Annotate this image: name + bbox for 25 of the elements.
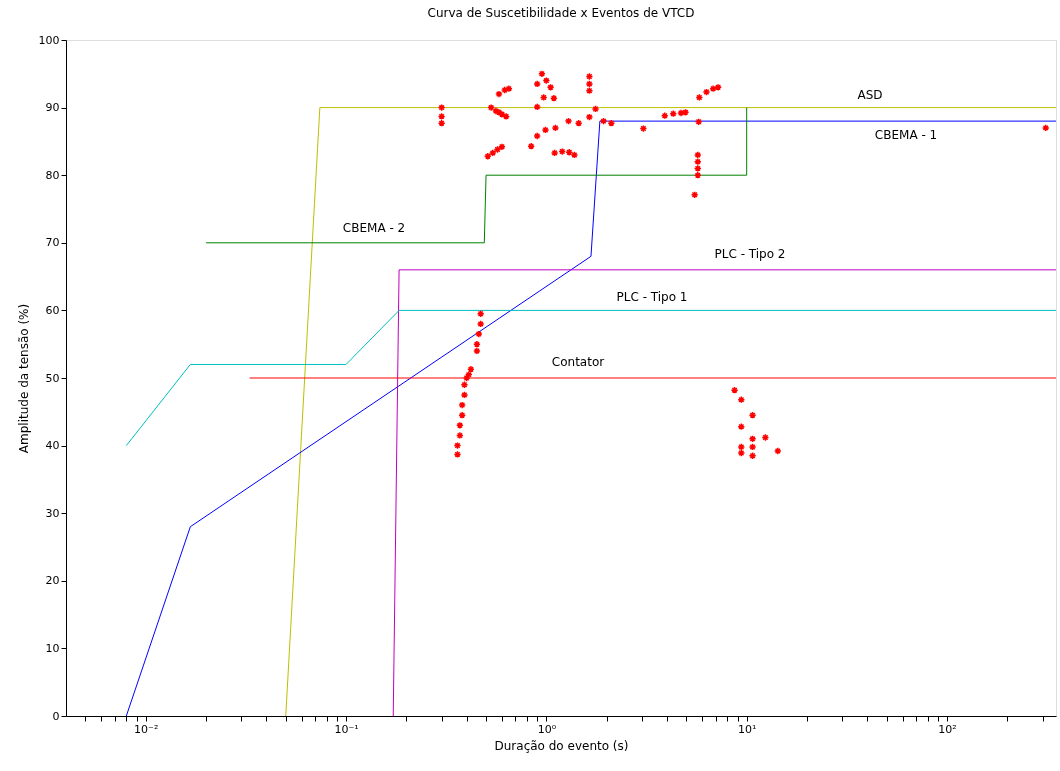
y-tick-label: 30 (45, 506, 60, 520)
annotation: CBEMA - 2 (342, 221, 406, 235)
annotation: ASD (857, 88, 883, 102)
annotation: PLC - Tipo 2 (714, 247, 786, 261)
x-tick-label: 10¹ (737, 722, 757, 736)
x-tick-label: 10² (938, 722, 957, 736)
y-tick-label: 70 (45, 236, 60, 250)
x-tick-label: 10⁰ (537, 722, 557, 736)
x-axis-title: Duração do evento (s) (494, 738, 629, 753)
y-tick-label: 100 (38, 33, 60, 47)
chart-title: Curva de Suscetibilidade x Eventos de VTCD (427, 6, 695, 20)
x-tick-label: 10⁻¹ (334, 722, 359, 736)
annotation: Contator (551, 355, 605, 369)
y-tick-label: 10 (45, 641, 60, 655)
y-axis-title: Amplitude da tensão (%) (16, 303, 31, 454)
y-tick-label: 0 (52, 709, 60, 723)
annotation: CBEMA - 1 (874, 128, 938, 142)
x-tick-label: 10⁻² (134, 722, 159, 736)
y-tick-label: 80 (45, 168, 60, 182)
y-tick-label: 20 (45, 574, 60, 588)
y-tick-label: 90 (45, 101, 60, 115)
y-tick-label: 60 (45, 303, 60, 317)
y-tick-label: 40 (45, 439, 60, 453)
y-tick-label: 50 (45, 371, 60, 385)
annotation: PLC - Tipo 1 (616, 290, 688, 304)
